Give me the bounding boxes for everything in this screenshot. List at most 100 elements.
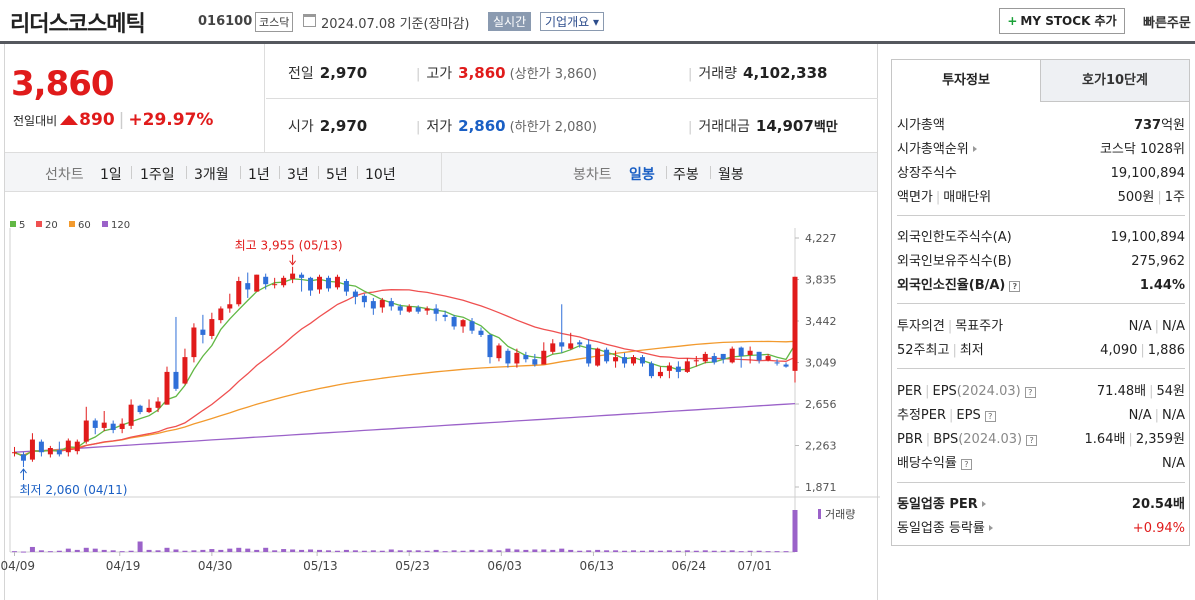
change-label: 전일대비 bbox=[13, 114, 58, 128]
help-icon[interactable]: ? bbox=[1009, 281, 1021, 292]
volume-bar bbox=[146, 549, 152, 552]
volume-bar bbox=[559, 548, 565, 552]
pbr-label: PBR bbox=[897, 432, 923, 447]
w52-high-value: 4,090 bbox=[1100, 343, 1138, 358]
stat-high-label: 고가 bbox=[426, 66, 453, 82]
stat-high-limit: (상한가 3,860) bbox=[509, 67, 597, 82]
stock-header: 리더스코스메틱 016100 코스닥 2024.07.08 기준(장마감) 실시… bbox=[0, 0, 1195, 44]
tab-separator bbox=[318, 166, 319, 179]
arrow-right-icon[interactable] bbox=[988, 525, 993, 531]
candle-body bbox=[496, 345, 502, 359]
tab-separator bbox=[279, 166, 280, 179]
volume-bar bbox=[155, 550, 161, 552]
help-icon[interactable]: ? bbox=[960, 459, 972, 470]
volume-bar bbox=[119, 551, 125, 553]
chart-period-tabs: 선차트 1일 1주일 3개월 1년 3년 5년 10년 봉차트 일봉 주봉 월봉 bbox=[5, 152, 877, 192]
volume-bar bbox=[451, 550, 457, 552]
info-label: 외국인보유주식수(B) bbox=[897, 254, 1012, 269]
volume-bar bbox=[209, 549, 215, 552]
stat-amount-value: 14,907 bbox=[755, 117, 814, 135]
y-tick-label: 2,263 bbox=[805, 440, 837, 453]
price-chart[interactable]: 4,227 3,835 3,442 3,049 2,656 2,263 1,871 5 20 60… bbox=[0, 210, 880, 600]
quick-order-link[interactable]: 빠른주문 bbox=[1143, 16, 1191, 31]
tab-daily[interactable]: 일봉 bbox=[629, 167, 655, 183]
info-per: PER | EPS(2024.03)? 71.48배 | 54원 bbox=[897, 380, 1185, 404]
volume-bar bbox=[595, 549, 601, 552]
candle-body bbox=[11, 452, 17, 454]
candle-body bbox=[343, 281, 349, 292]
volume-bar bbox=[657, 550, 663, 552]
current-price: 3,860 bbox=[11, 64, 115, 104]
w52-low-value: 1,886 bbox=[1147, 343, 1185, 358]
volume-bar bbox=[631, 550, 637, 552]
pipe: | bbox=[1149, 384, 1154, 399]
tab-3month[interactable]: 3개월 bbox=[194, 167, 229, 183]
candle-body bbox=[20, 454, 26, 461]
volume-bar bbox=[38, 550, 44, 552]
help-icon[interactable]: ? bbox=[1026, 435, 1038, 446]
candle-body bbox=[290, 273, 296, 279]
candle-body bbox=[586, 344, 592, 364]
info-label: 배당수익률? bbox=[897, 452, 972, 476]
realtime-button[interactable]: 실시간 bbox=[488, 12, 532, 31]
arrow-right-icon[interactable] bbox=[972, 146, 977, 152]
unit-value: 1주 bbox=[1164, 190, 1185, 205]
volume-bar bbox=[200, 549, 206, 552]
volume-bar bbox=[361, 550, 367, 552]
volume-bar bbox=[379, 550, 385, 552]
calendar-icon bbox=[303, 14, 316, 27]
pipe: | bbox=[952, 343, 957, 358]
tab-separator bbox=[186, 166, 187, 179]
pipe: | bbox=[925, 384, 930, 399]
arrow-right-icon[interactable] bbox=[981, 501, 986, 507]
volume-bar bbox=[245, 548, 251, 552]
help-icon[interactable]: ? bbox=[984, 411, 996, 422]
tab-1year[interactable]: 1년 bbox=[248, 167, 270, 183]
pipe: | bbox=[1154, 319, 1159, 334]
candle-body bbox=[388, 301, 394, 307]
tab-invest-info[interactable]: 투자정보 bbox=[892, 60, 1040, 102]
candle-body bbox=[415, 307, 421, 312]
volume-bar bbox=[684, 550, 690, 552]
help-icon[interactable]: ? bbox=[1024, 387, 1036, 398]
pipe: | bbox=[949, 408, 954, 423]
candle-body bbox=[370, 301, 376, 309]
per-value: 71.48배 bbox=[1096, 384, 1147, 399]
candle-body bbox=[137, 405, 143, 413]
tab-monthly[interactable]: 월봉 bbox=[718, 167, 744, 183]
tab-weekly[interactable]: 주봉 bbox=[673, 167, 699, 183]
bps-label: BPS bbox=[933, 432, 959, 447]
volume-bar bbox=[191, 550, 197, 552]
volume-bar bbox=[523, 549, 529, 552]
est-eps-value: N/A bbox=[1162, 408, 1185, 423]
pipe: | bbox=[1128, 432, 1133, 447]
corp-info-dropdown[interactable]: 기업개요 ▾ bbox=[540, 12, 605, 31]
candle-body bbox=[110, 423, 116, 431]
tab-10year[interactable]: 10년 bbox=[365, 167, 396, 183]
candle-body bbox=[711, 356, 717, 363]
volume-bar bbox=[738, 551, 744, 553]
tab-1day[interactable]: 1일 bbox=[100, 167, 122, 183]
candle-body bbox=[164, 371, 170, 405]
tab-1week[interactable]: 1주일 bbox=[140, 167, 175, 183]
add-mystock-button[interactable]: + MY STOCK 추가 bbox=[999, 8, 1125, 34]
pipe: | bbox=[1140, 343, 1145, 358]
volume-bar bbox=[325, 550, 331, 552]
tab-orderbook[interactable]: 호가10단계 bbox=[1040, 60, 1189, 102]
tab-separator bbox=[131, 166, 132, 179]
volume-bar bbox=[137, 541, 143, 552]
y-tick-label: 3,049 bbox=[805, 357, 837, 370]
tab-3year[interactable]: 3년 bbox=[287, 167, 309, 183]
tab-separator bbox=[710, 166, 711, 179]
x-tick-label: 04/19 bbox=[106, 559, 141, 573]
y-tick-label: 3,442 bbox=[805, 315, 837, 328]
info-pbr: PBR | BPS(2024.03)? 1.64배 | 2,359원 bbox=[897, 428, 1185, 452]
dividend-label: 배당수익률 bbox=[897, 456, 957, 471]
candle-body bbox=[56, 450, 62, 455]
tab-5year[interactable]: 5년 bbox=[326, 167, 348, 183]
stat-volume-bar: | bbox=[688, 67, 693, 82]
tab-separator bbox=[240, 166, 241, 179]
stat-amount: | 거래대금 14,907백만 bbox=[688, 116, 838, 136]
volume-bar bbox=[577, 550, 583, 552]
x-tick-label: 05/23 bbox=[395, 559, 430, 573]
